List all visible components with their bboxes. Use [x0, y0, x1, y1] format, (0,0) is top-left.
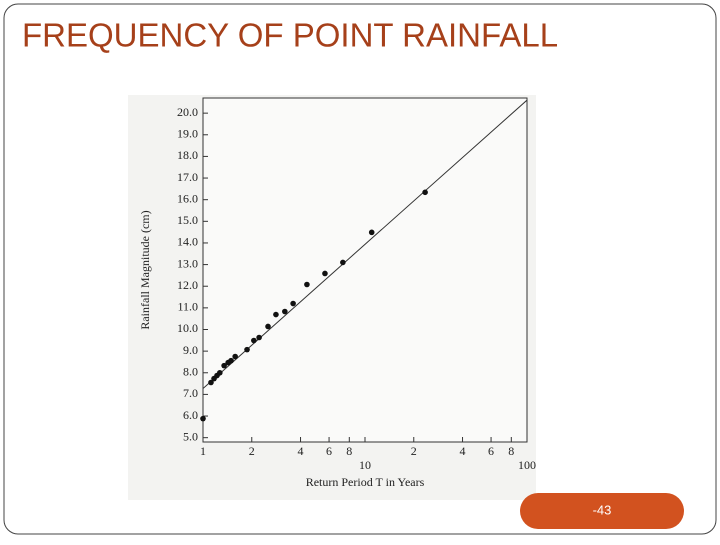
- data-point: [290, 300, 296, 307]
- y-tick-label: 13.0: [177, 256, 198, 270]
- page-number-badge: [520, 493, 684, 529]
- y-tick-label: 18.0: [177, 148, 198, 162]
- data-point: [340, 259, 346, 266]
- plot-frame: [202, 97, 528, 443]
- fit-line: [203, 99, 527, 389]
- data-point: [368, 229, 375, 236]
- x-tick-label: 10: [359, 458, 371, 472]
- y-tick-label: 11.0: [177, 300, 198, 314]
- data-point: [256, 334, 262, 341]
- data-point: [200, 415, 206, 422]
- y-tick-label: 6.0: [183, 408, 198, 422]
- x-tick-label: 4: [298, 444, 304, 458]
- data-point: [273, 311, 279, 318]
- y-tick-label: 20.0: [177, 105, 198, 119]
- y-tick-label: 15.0: [177, 213, 198, 227]
- data-point: [322, 270, 328, 277]
- y-tick-label: 9.0: [183, 343, 198, 357]
- data-point: [217, 369, 223, 376]
- y-tick-label: 14.0: [177, 235, 198, 249]
- x-tick-label: 2: [249, 444, 255, 458]
- data-point: [251, 337, 257, 344]
- y-tick-label: 10.0: [177, 321, 198, 335]
- data-point: [282, 308, 288, 315]
- data-point: [422, 189, 428, 196]
- x-tick-label: 1: [200, 444, 206, 458]
- y-tick-label: 7.0: [183, 386, 198, 400]
- data-point: [265, 323, 271, 330]
- data-point: [244, 346, 250, 353]
- data-point: [304, 281, 310, 288]
- x-tick-label: 8: [346, 444, 352, 458]
- x-tick-label: 6: [488, 444, 494, 458]
- data-point: [232, 353, 238, 360]
- y-tick-label: 12.0: [177, 278, 198, 292]
- x-tick-label: 2: [411, 444, 417, 458]
- x-axis-label: Return Period T in Years: [306, 475, 425, 489]
- data-point: [228, 357, 234, 364]
- data-point: [221, 362, 227, 369]
- y-tick-label: 19.0: [177, 127, 198, 141]
- y-tick-label: 8.0: [183, 365, 198, 379]
- y-tick-label: 16.0: [177, 191, 198, 205]
- y-tick-label: 5.0: [183, 429, 198, 443]
- y-tick-label: 17.0: [177, 170, 198, 184]
- slide-title: FREQUENCY OF POINT RAINFALL: [22, 17, 558, 54]
- data-point: [208, 379, 214, 386]
- x-tick-label: 8: [508, 444, 514, 458]
- y-axis-label: Rainfall Magnitude (cm): [138, 210, 152, 329]
- x-tick-label: 100: [518, 458, 536, 472]
- page-number: -43: [593, 502, 612, 517]
- x-tick-label: 4: [460, 444, 466, 458]
- x-tick-label: 6: [326, 444, 332, 458]
